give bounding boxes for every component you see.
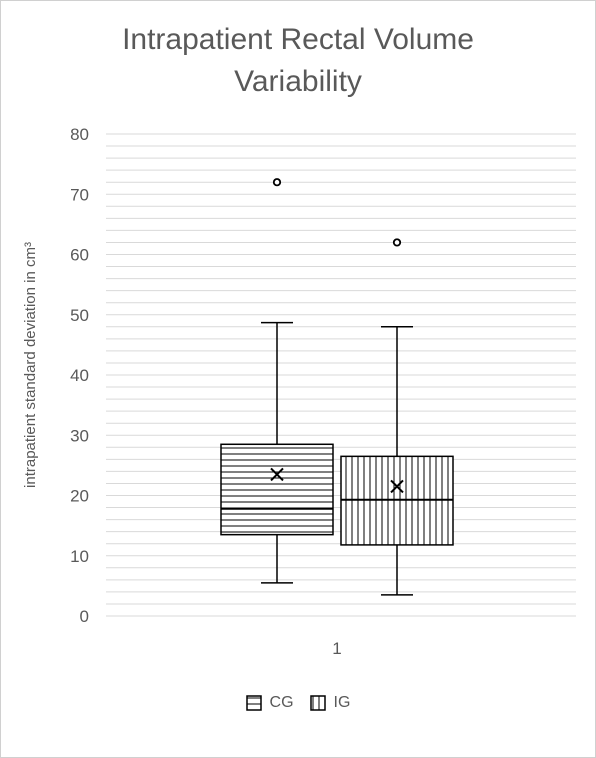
plot-area: 0 10 20 30 40 50 60 70 80 intrapatient standard … (22, 125, 576, 658)
legend-label: IG (333, 694, 351, 711)
x-tick-label: 1 (332, 639, 341, 658)
y-tick-label: 20 (70, 487, 89, 506)
y-tick-label: 10 (70, 547, 89, 566)
mean-marker (270, 467, 284, 482)
chart-title-line-1: Intrapatient Rectal Volume (122, 23, 474, 56)
y-axis-title: intrapatient standard deviation in cm³ (22, 242, 39, 488)
outlier-point (272, 178, 282, 187)
y-axis-ticks: 0 10 20 30 40 50 60 70 80 (70, 125, 89, 626)
outlier-point (392, 238, 402, 247)
legend-entry-cg: CG (245, 694, 294, 712)
box-ig (340, 238, 454, 596)
legend: CG IG (1, 694, 595, 716)
chart-title: Intrapatient Rectal Volume Variability (1, 19, 595, 103)
y-tick-label: 40 (70, 366, 89, 385)
x-axis-ticks: 1 (332, 639, 341, 658)
y-tick-label: 30 (70, 426, 89, 445)
y-tick-label: 60 (70, 246, 89, 265)
y-tick-label: 50 (70, 306, 89, 325)
chart-title-line-2: Variability (234, 65, 362, 98)
box-series (220, 178, 454, 596)
y-tick-label: 80 (70, 125, 89, 144)
legend-label: CG (269, 694, 294, 711)
box-body (220, 443, 334, 536)
legend-swatch (309, 695, 326, 711)
box-cg (220, 178, 334, 584)
y-tick-label: 70 (70, 185, 89, 204)
mean-marker (390, 479, 404, 494)
y-tick-label: 0 (80, 607, 89, 626)
legend-entry-ig: IG (309, 694, 351, 712)
legend-swatch (245, 695, 262, 711)
